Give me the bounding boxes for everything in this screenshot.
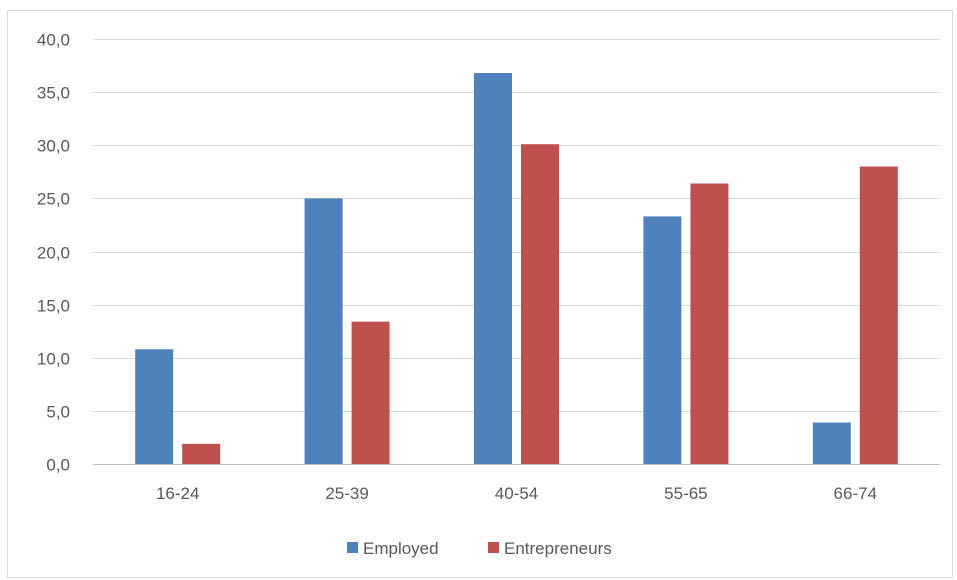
- bar-employed-55-65: [643, 216, 682, 464]
- y-tick-label: 35,0: [37, 84, 70, 103]
- bar-employed-16-24: [135, 349, 174, 464]
- legend-label-employed: Employed: [363, 539, 439, 558]
- gridlines: [93, 39, 940, 412]
- y-tick-label: 25,0: [37, 190, 70, 209]
- legend: Employed Entrepreneurs: [347, 539, 612, 558]
- y-tick-label: 0,0: [46, 456, 70, 475]
- x-tick-label: 25-39: [325, 484, 368, 503]
- bars: [135, 73, 898, 464]
- bar-employed-25-39: [304, 198, 343, 464]
- bar-entrepreneurs-25-39: [351, 321, 390, 464]
- bar-entrepreneurs-55-65: [690, 183, 729, 464]
- y-axis-tick-labels: 0,0 5,0 10,0 15,0 20,0 25,0 30,0 35,0 40,0: [37, 31, 70, 475]
- y-tick-label: 10,0: [37, 350, 70, 369]
- y-tick-label: 30,0: [37, 137, 70, 156]
- y-tick-label: 15,0: [37, 297, 70, 316]
- legend-label-entrepreneurs: Entrepreneurs: [504, 539, 612, 558]
- legend-swatch-entrepreneurs: [488, 542, 499, 553]
- bar-entrepreneurs-16-24: [182, 443, 221, 464]
- x-tick-label: 55-65: [664, 484, 707, 503]
- y-tick-label: 20,0: [37, 244, 70, 263]
- x-axis-tick-labels: 16-24 25-39 40-54 55-65 66-74: [156, 484, 877, 503]
- x-tick-label: 40-54: [495, 484, 538, 503]
- bar-entrepreneurs-40-54: [521, 144, 559, 464]
- x-tick-label: 66-74: [834, 484, 877, 503]
- y-tick-label: 40,0: [37, 31, 70, 50]
- y-tick-label: 5,0: [46, 403, 70, 422]
- bar-employed-66-74: [812, 422, 851, 464]
- x-tick-label: 16-24: [156, 484, 199, 503]
- bar-employed-40-54: [474, 73, 512, 464]
- legend-swatch-employed: [347, 542, 358, 553]
- bar-entrepreneurs-66-74: [859, 166, 898, 464]
